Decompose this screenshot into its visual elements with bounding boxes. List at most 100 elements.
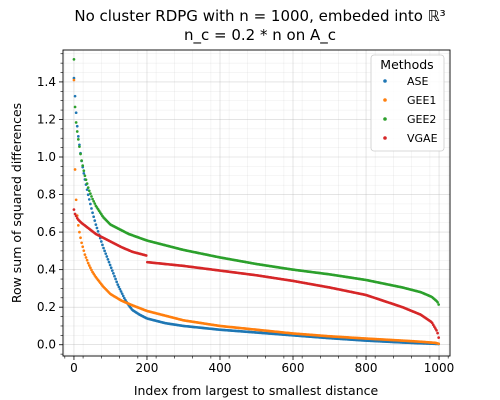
legend-label: ASE [407, 75, 429, 88]
axis-ticks: 0 200 400 600 800 1000 0.0 0.2 0.4 0.6 0.8 1.0 1.2 1.… [37, 53, 455, 375]
data-point [92, 215, 96, 219]
legend-title: Methods [380, 57, 433, 72]
series-vgae [72, 208, 441, 339]
chart-title-line1: No cluster RDPG with n = 1000, embeded i… [74, 7, 445, 25]
data-point [78, 145, 81, 149]
data-point [72, 76, 76, 80]
legend-marker [383, 79, 387, 83]
data-point [79, 152, 82, 156]
data-point [87, 264, 91, 267]
data-point [84, 256, 88, 259]
data-point [89, 192, 92, 195]
data-point [109, 266, 113, 270]
data-point [78, 143, 81, 147]
data-point [82, 169, 86, 173]
x-tick-label: 1000 [424, 361, 455, 375]
data-point [110, 269, 114, 272]
data-point [72, 208, 76, 211]
data-point [83, 174, 87, 178]
legend-marker [383, 117, 387, 121]
data-point [108, 263, 112, 267]
data-point [74, 121, 78, 124]
data-point [114, 277, 117, 281]
legend-marker [383, 98, 387, 102]
data-point [74, 111, 78, 115]
x-tick-label: 200 [136, 361, 159, 375]
data-point [121, 294, 125, 298]
data-point [76, 138, 80, 141]
data-point [76, 223, 80, 227]
data-point [102, 246, 105, 250]
data-point [80, 159, 83, 162]
legend-marker [383, 136, 387, 140]
data-point [118, 287, 122, 291]
data-points [72, 58, 441, 346]
data-point [91, 211, 94, 215]
y-tick-label: 0.6 [37, 225, 56, 239]
data-point [119, 290, 123, 293]
data-point [107, 260, 111, 264]
data-point [79, 236, 82, 240]
data-point [80, 241, 83, 245]
data-point [72, 78, 76, 82]
data-point [89, 202, 92, 206]
data-point [78, 230, 81, 234]
data-point [87, 189, 91, 193]
series-gee2 [72, 58, 441, 306]
y-tick-label: 0.0 [37, 338, 56, 352]
data-point [93, 219, 97, 222]
legend-label: GEE1 [407, 94, 436, 107]
data-point [103, 249, 106, 253]
data-point [112, 272, 115, 275]
data-point [90, 268, 93, 272]
data-point [73, 212, 77, 216]
data-point [436, 331, 439, 335]
legend-label: GEE2 [407, 113, 436, 126]
data-point [91, 197, 94, 201]
data-point [73, 105, 77, 109]
data-point [437, 336, 441, 339]
data-point [105, 255, 109, 258]
data-point [96, 230, 100, 233]
data-point [83, 253, 87, 256]
data-point [72, 58, 76, 61]
data-point [93, 202, 97, 205]
y-tick-label: 1.0 [37, 150, 56, 164]
data-point [95, 226, 99, 230]
plot-frame [62, 49, 451, 357]
data-point [85, 258, 89, 262]
y-tick-label: 1.2 [37, 112, 56, 126]
x-tick-label: 600 [282, 361, 305, 375]
data-point [437, 303, 441, 306]
y-tick-label: 0.2 [37, 300, 56, 314]
data-point [101, 243, 104, 247]
data-point [81, 245, 85, 249]
y-tick-label: 0.8 [37, 188, 56, 202]
data-point [74, 214, 78, 218]
data-point [75, 124, 79, 128]
data-point [144, 254, 148, 257]
data-point [90, 207, 93, 210]
y-axis-label: Row sum of squared differences [9, 103, 24, 303]
data-point [82, 249, 86, 253]
x-tick-label: 400 [209, 361, 232, 375]
data-point [73, 168, 77, 171]
data-point [117, 285, 121, 289]
data-point [84, 178, 88, 182]
x-tick-label: 0 [70, 361, 78, 375]
data-point [86, 261, 90, 265]
data-point [436, 300, 439, 304]
data-point [87, 198, 91, 201]
data-point [94, 223, 98, 226]
data-point [82, 171, 86, 175]
data-point [76, 135, 80, 138]
legend-label: VGAE [407, 132, 438, 145]
data-point [75, 130, 79, 133]
chart-title-line2: n_c = 0.2 * n on A_c [184, 26, 336, 45]
data-point [81, 164, 85, 167]
data-point [90, 195, 93, 198]
data-point [106, 257, 110, 261]
data-point [437, 342, 441, 346]
data-point [115, 280, 119, 284]
